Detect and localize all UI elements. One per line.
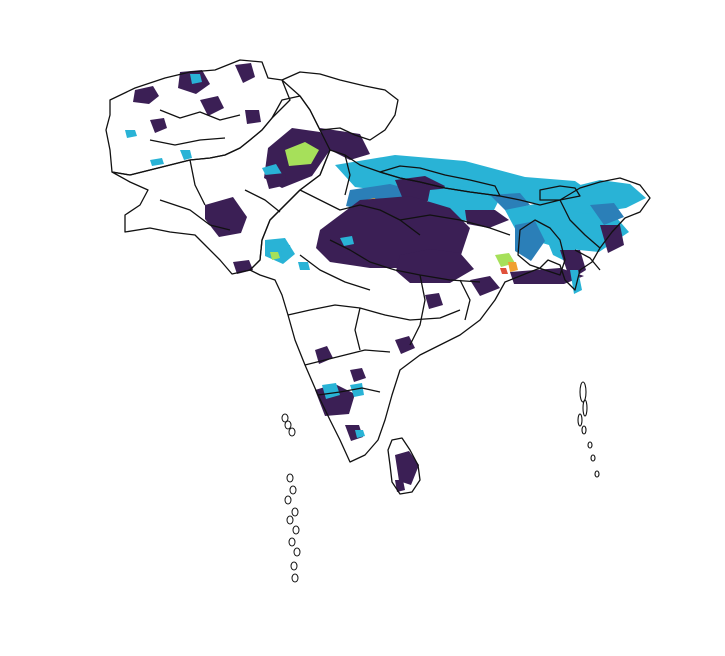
data-patch-low	[245, 110, 261, 124]
country-outline	[281, 71, 399, 141]
atoll-island	[286, 515, 294, 525]
islands-layer	[281, 381, 600, 583]
country-outline	[111, 95, 331, 275]
data-patch-mid	[280, 245, 292, 257]
state-boundary	[287, 304, 461, 321]
country-outline	[387, 437, 421, 495]
data-patch-mid_low	[590, 203, 624, 225]
data-patch-mid	[125, 130, 137, 138]
data-patch-low	[395, 336, 415, 354]
data-patch-mid_low	[490, 193, 530, 211]
data-patch-mid_high	[285, 142, 319, 166]
state-boundary	[149, 137, 226, 146]
atoll-island	[293, 547, 301, 557]
state-boundary	[354, 307, 361, 351]
state-boundary	[399, 214, 511, 236]
data-patch-low	[395, 480, 405, 492]
country-outline	[379, 165, 501, 197]
atoll-island	[290, 561, 298, 571]
atoll-island	[286, 473, 294, 483]
country-outline	[539, 185, 581, 201]
andaman-island	[577, 413, 583, 427]
state-boundary	[159, 199, 231, 231]
andaman-island	[582, 399, 588, 417]
state-boundary	[459, 279, 471, 321]
data-patch-low	[470, 276, 500, 296]
country-outline	[517, 219, 566, 276]
andaman-island	[581, 425, 587, 435]
data-patch-low	[235, 63, 255, 83]
data-patch-low	[150, 118, 167, 133]
data-patch-mid	[150, 158, 164, 166]
data-patch-mid	[298, 262, 310, 270]
state-boundary	[244, 189, 281, 213]
admin-borders-layer	[105, 59, 651, 495]
data-patch-low	[205, 197, 247, 237]
data-patch-mid	[190, 74, 202, 84]
atoll-island	[289, 485, 297, 495]
country-outline	[249, 149, 651, 463]
data-patch-mid	[322, 383, 340, 399]
data-fill-layer	[125, 63, 646, 492]
andaman-island	[594, 470, 600, 478]
atoll-island	[292, 525, 300, 535]
state-boundary	[574, 249, 601, 271]
atoll-island	[281, 413, 289, 423]
data-patch-mid_high	[270, 252, 280, 260]
data-patch-highest	[500, 268, 508, 274]
data-patch-mid	[560, 180, 646, 214]
data-patch-mid	[340, 236, 354, 246]
andaman-island	[579, 381, 587, 403]
state-boundary	[189, 159, 206, 206]
state-boundary	[299, 254, 371, 291]
data-patch-mid	[180, 150, 192, 160]
data-patch-low	[395, 451, 419, 485]
data-patch-high	[508, 262, 518, 272]
data-patch-low	[600, 225, 624, 253]
atoll-island	[288, 537, 296, 547]
data-patch-low	[265, 173, 287, 189]
atoll-island	[291, 573, 299, 583]
state-boundary	[304, 349, 391, 366]
state-boundary	[344, 154, 351, 196]
atoll-island	[291, 507, 299, 517]
state-boundary	[329, 239, 481, 283]
atoll-island	[284, 495, 292, 505]
state-boundary	[409, 274, 426, 346]
data-patch-low	[133, 86, 159, 104]
data-patch-mid	[355, 430, 365, 438]
state-boundary	[159, 109, 241, 121]
data-patch-low	[350, 368, 366, 382]
data-patch-low	[425, 293, 443, 309]
data-patch-low	[465, 210, 509, 228]
state-boundary	[559, 199, 601, 249]
andaman-island	[587, 441, 593, 449]
state-boundary	[317, 387, 381, 396]
data-patch-low	[200, 96, 224, 116]
data-patch-mid_low	[515, 221, 545, 261]
atoll-island	[284, 420, 292, 430]
data-patch-mid	[350, 383, 364, 397]
atoll-island	[288, 427, 296, 437]
andaman-island	[590, 454, 596, 462]
